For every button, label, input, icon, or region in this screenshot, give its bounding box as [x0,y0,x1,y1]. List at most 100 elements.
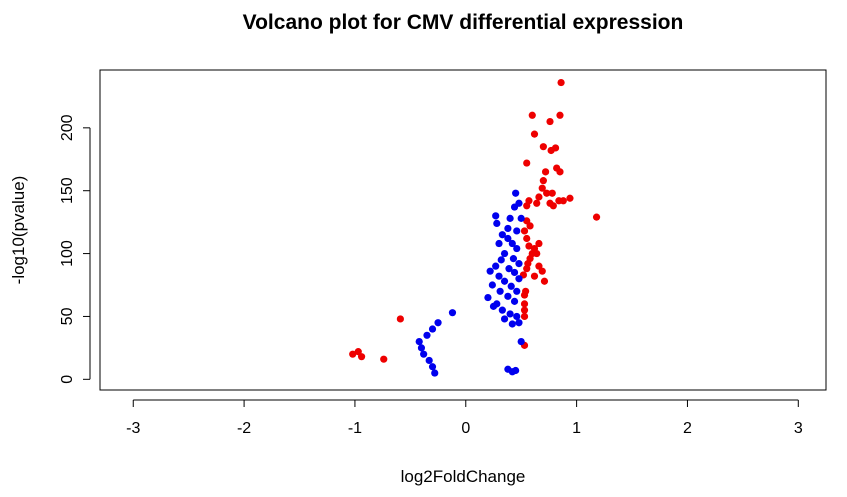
y-tick-label: 200 [59,114,76,141]
non-significant-point [515,319,523,327]
x-tick-label: -3 [126,420,140,437]
significant-point [357,353,366,361]
non-significant-point [448,309,457,317]
significant-point [520,306,529,314]
significant-point [566,194,574,202]
non-significant-point [512,189,520,197]
non-significant-point [497,256,505,264]
non-significant-point [500,315,509,323]
non-significant-point [515,260,523,268]
significant-point [525,242,533,250]
y-tick-label: 0 [59,375,76,384]
significant-point [592,213,601,221]
non-significant-point [495,239,503,248]
non-significant-point [431,369,439,377]
y-axis-label: -log10(pvalue) [9,176,28,285]
significant-point [523,217,531,225]
significant-point [396,315,404,323]
non-significant-point [500,277,509,285]
significant-point [546,117,554,126]
non-significant-point [509,255,518,263]
points-layer [349,78,601,377]
significant-point [523,159,531,167]
non-significant-point [517,214,525,222]
significant-point [538,184,546,192]
non-significant-point [517,337,525,346]
x-axis: -3 -2 -1 0 1 2 3 [126,399,803,437]
significant-point [528,111,536,119]
non-significant-point [428,363,437,371]
non-significant-point [508,320,516,328]
non-significant-point [515,275,523,283]
y-tick-label: 150 [59,177,76,204]
non-significant-point [488,281,496,289]
significant-point [535,193,543,201]
significant-point [520,312,529,321]
significant-point [530,130,539,138]
significant-point [539,177,547,185]
significant-point [549,202,557,210]
non-significant-point [512,366,520,375]
significant-point [525,197,533,205]
y-axis: 0 50 100 150 200 [59,114,91,384]
non-significant-point [489,302,498,310]
significant-point [548,189,556,197]
y-tick-label: 50 [59,307,76,325]
x-axis-label: log2FoldChange [401,467,526,486]
significant-point [557,78,565,87]
non-significant-point [493,219,501,227]
non-significant-point [496,287,504,295]
non-significant-point [434,319,442,327]
non-significant-point [425,356,433,365]
significant-point [520,300,529,308]
significant-point [556,111,564,119]
significant-point [520,227,529,235]
non-significant-point [510,297,519,305]
non-significant-point [417,344,426,352]
significant-point [533,249,541,258]
non-significant-point [498,306,506,314]
non-significant-point [486,267,494,275]
non-significant-point [492,212,500,220]
significant-point [538,267,546,275]
non-significant-point [513,244,521,253]
non-significant-point [505,265,513,273]
non-significant-point [498,231,506,239]
non-significant-point [420,350,428,358]
non-significant-point [508,239,516,248]
significant-point [551,144,560,152]
significant-point [541,168,550,176]
significant-point [533,199,541,207]
x-tick-label: -1 [348,420,362,437]
non-significant-point [510,268,519,277]
significant-point [539,143,547,151]
x-tick-label: 1 [572,420,581,437]
non-significant-point [504,224,512,233]
non-significant-point [510,203,519,211]
significant-point [349,350,357,358]
x-tick-label: 3 [794,420,803,437]
non-significant-point [484,293,492,302]
significant-point [540,277,549,285]
non-significant-point [504,234,512,243]
significant-point [543,189,551,197]
x-tick-label: 0 [461,420,470,437]
significant-point [522,287,530,295]
significant-point [556,168,564,176]
non-significant-point [504,292,512,300]
x-tick-label: -2 [237,420,251,437]
non-significant-point [506,310,514,318]
non-significant-point [513,287,521,295]
chart-title: Volcano plot for CMV differential expres… [243,11,684,34]
non-significant-point [513,227,521,235]
y-tick-label: 100 [59,240,76,267]
significant-point [535,239,543,248]
non-significant-point [500,249,509,258]
non-significant-point [415,337,423,346]
non-significant-point [492,262,500,270]
significant-point [559,197,567,205]
non-significant-point [507,282,515,290]
non-significant-point [513,312,521,321]
non-significant-point [428,325,437,333]
